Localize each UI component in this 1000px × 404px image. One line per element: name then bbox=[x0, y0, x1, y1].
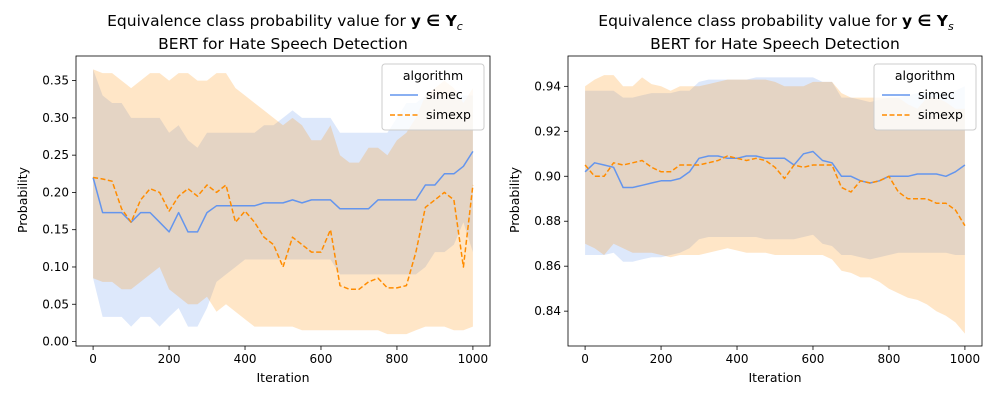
series-line-simec bbox=[92, 150, 474, 233]
chart-subtitle: BERT for Hate Speech Detection bbox=[158, 35, 408, 53]
plot-area bbox=[584, 75, 966, 334]
confidence-band-simexp bbox=[585, 75, 965, 334]
y-tick-label: 0.00 bbox=[42, 335, 69, 349]
y-tick-label: 0.90 bbox=[534, 169, 561, 183]
legend-label-simec: simec bbox=[918, 87, 955, 102]
legend-title: algorithm bbox=[403, 68, 463, 83]
y-tick-label: 0.15 bbox=[42, 223, 69, 237]
x-tick-label: 800 bbox=[877, 352, 900, 366]
x-tick-label: 200 bbox=[158, 352, 181, 366]
legend: algorithm simec simexp bbox=[873, 63, 977, 131]
legend-label-simexp: simexp bbox=[918, 107, 963, 122]
chart-subtitle: BERT for Hate Speech Detection bbox=[650, 35, 900, 53]
chart-left: Equivalence class probability value for … bbox=[15, 12, 491, 385]
y-tick-label: 0.10 bbox=[42, 260, 69, 274]
legend: algorithm simec simexp bbox=[381, 63, 485, 131]
title-math: y ∈ Y bbox=[411, 12, 458, 30]
chart-title: Equivalence class probability value for … bbox=[598, 12, 954, 33]
x-axis-label: Iteration bbox=[748, 370, 801, 385]
legend-box bbox=[381, 63, 485, 131]
y-tick-label: 0.94 bbox=[534, 79, 561, 93]
y-tick-label: 0.25 bbox=[42, 148, 69, 162]
y-tick-label: 0.05 bbox=[42, 297, 69, 311]
title-subscript: c bbox=[457, 20, 463, 33]
confidence-band-simec bbox=[93, 69, 473, 327]
x-tick-label: 400 bbox=[234, 352, 257, 366]
legend-title: algorithm bbox=[895, 68, 955, 83]
series-line-simexp bbox=[584, 155, 966, 227]
chart-title: Equivalence class probability value for … bbox=[107, 12, 463, 33]
y-tick-label: 0.86 bbox=[534, 259, 561, 273]
x-tick-label: 0 bbox=[89, 352, 97, 366]
x-tick-label: 600 bbox=[310, 352, 333, 366]
y-tick-label: 0.20 bbox=[42, 185, 69, 199]
confidence-band-simexp bbox=[93, 69, 473, 335]
legend-box bbox=[873, 63, 977, 131]
axes-frame bbox=[567, 55, 983, 347]
series-line-simec bbox=[584, 150, 966, 189]
x-axis-label: Iteration bbox=[256, 370, 309, 385]
x-tick-label: 200 bbox=[650, 352, 673, 366]
x-tick-label: 800 bbox=[385, 352, 408, 366]
x-tick-label: 0 bbox=[581, 352, 589, 366]
axes-frame bbox=[75, 55, 491, 347]
title-math: y ∈ Y bbox=[902, 12, 949, 30]
chart-right: Equivalence class probability value for … bbox=[507, 12, 983, 385]
confidence-band-simec bbox=[585, 77, 965, 262]
x-tick-label: 1000 bbox=[458, 352, 489, 366]
y-tick-label: 0.84 bbox=[534, 304, 561, 318]
x-tick-label: 600 bbox=[802, 352, 825, 366]
x-tick-label: 1000 bbox=[950, 352, 981, 366]
y-axis-label: Probability bbox=[507, 166, 522, 233]
legend-label-simexp: simexp bbox=[426, 107, 471, 122]
x-tick-label: 400 bbox=[726, 352, 749, 366]
y-tick-label: 0.88 bbox=[534, 214, 561, 228]
title-subscript: s bbox=[948, 20, 954, 33]
plot-area bbox=[92, 69, 474, 335]
y-tick-label: 0.92 bbox=[534, 124, 561, 138]
y-tick-label: 0.30 bbox=[42, 111, 69, 125]
y-tick-label: 0.35 bbox=[42, 74, 69, 88]
legend-label-simec: simec bbox=[426, 87, 463, 102]
y-axis-label: Probability bbox=[15, 166, 30, 233]
